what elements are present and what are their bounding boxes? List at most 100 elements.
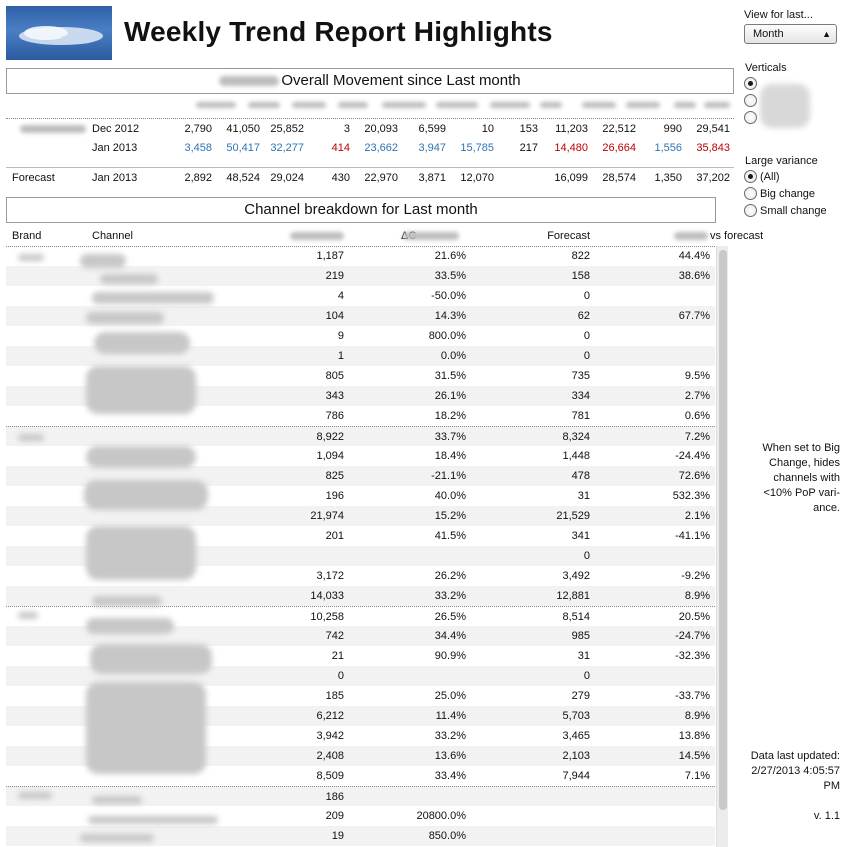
table-cell: 0 xyxy=(583,550,590,562)
variance-option-big[interactable]: Big change xyxy=(760,188,816,200)
table-cell: -33.7% xyxy=(675,690,710,702)
table-cell: 31 xyxy=(577,650,590,662)
table-cell: 0 xyxy=(583,290,590,302)
variance-radio-small[interactable] xyxy=(744,204,757,217)
table-row: 219 33.5% 158 38.6% xyxy=(6,266,715,286)
table-cell: 33.2% xyxy=(434,730,466,742)
overall-value: 3,947 xyxy=(418,142,446,154)
table-cell: 21.6% xyxy=(434,250,466,262)
table-cell: 11.4% xyxy=(435,710,466,722)
variance-option-small[interactable]: Small change xyxy=(760,205,827,217)
table-cell: 6,212 xyxy=(316,710,344,722)
breakdown-header: Brand Channel ΔC Forecast vs forecast xyxy=(6,226,763,246)
table-cell: 34.4% xyxy=(434,630,466,642)
overall-value: 2,892 xyxy=(184,172,212,184)
view-period-value: Month xyxy=(753,28,784,40)
table-cell: 4 xyxy=(337,290,344,302)
scrollbar-thumb[interactable] xyxy=(719,250,727,810)
verticals-radio-2[interactable] xyxy=(744,94,757,107)
overall-value: 48,524 xyxy=(226,172,260,184)
cloud-icon xyxy=(19,26,103,45)
table-cell: 67.7% xyxy=(678,310,710,322)
overall-value: 3,458 xyxy=(184,142,212,154)
overall-row-prev: Dec 2012 2,790 41,050 25,852 3 20,093 6,… xyxy=(6,118,734,138)
overall-row-forecast: Forecast Jan 2013 2,892 48,524 29,024 43… xyxy=(6,167,734,187)
table-cell: 33.5% xyxy=(434,270,466,282)
overall-value: 6,599 xyxy=(418,123,446,135)
table-cell: 26.5% xyxy=(434,611,466,623)
table-cell: 209 xyxy=(325,810,344,822)
table-cell: 10,258 xyxy=(310,611,344,623)
header-forecast[interactable]: Forecast xyxy=(547,230,590,242)
header-vs-forecast[interactable]: vs forecast xyxy=(616,226,763,246)
updown-arrow-icon: ▲ xyxy=(822,29,831,39)
table-row: 201 41.5% 341 -41.1% xyxy=(6,526,715,546)
table-cell: 0 xyxy=(583,670,590,682)
variance-radio-all[interactable] xyxy=(744,170,757,183)
table-cell: 25.0% xyxy=(434,690,466,702)
table-row: 21 90.9% 31 -32.3% xyxy=(6,646,715,666)
table-cell: 343 xyxy=(325,390,344,402)
variance-label: Large variance xyxy=(745,155,818,167)
table-cell: 1,187 xyxy=(316,250,344,262)
variance-note: When set to Big Change, hides channels w… xyxy=(762,442,840,514)
table-cell: 800.0% xyxy=(428,330,466,342)
overall-value: 32,277 xyxy=(270,142,304,154)
table-cell: 219 xyxy=(325,270,344,282)
overall-value: 22,970 xyxy=(364,172,398,184)
table-cell: 41.5% xyxy=(434,530,466,542)
table-cell: 21,529 xyxy=(556,510,590,522)
overall-value: 217 xyxy=(519,142,538,154)
table-cell: -24.4% xyxy=(675,450,710,462)
table-cell: 341 xyxy=(571,530,590,542)
table-cell: -50.0% xyxy=(431,290,466,302)
overall-value: 50,417 xyxy=(226,142,260,154)
overall-value: 3 xyxy=(343,123,350,135)
table-row: 19 850.0% xyxy=(6,826,715,846)
table-cell: 3,942 xyxy=(316,730,344,742)
table-cell: 0 xyxy=(583,350,590,362)
table-cell: 14.3% xyxy=(434,310,466,322)
table-cell: 8,324 xyxy=(562,431,590,443)
overall-value: 29,024 xyxy=(270,172,304,184)
verticals-radio-3[interactable] xyxy=(744,111,757,124)
table-cell: 9.5% xyxy=(684,370,710,382)
overall-value: 414 xyxy=(331,142,350,154)
table-cell: 478 xyxy=(571,470,590,482)
table-scrollbar[interactable] xyxy=(716,246,728,847)
table-row: 742 34.4% 985 -24.7% xyxy=(6,626,715,646)
table-cell: 40.0% xyxy=(434,490,466,502)
variance-radio-big[interactable] xyxy=(744,187,757,200)
header-brand[interactable]: Brand xyxy=(12,230,42,242)
table-cell: 12,881 xyxy=(556,590,590,602)
table-cell: 1 xyxy=(337,350,344,362)
overall-row-label-blurred xyxy=(20,125,86,133)
table-row: 8,922 33.7% 8,324 7.2% xyxy=(6,426,715,446)
variance-option-all[interactable]: (All) xyxy=(760,171,780,183)
table-cell: 18.4% xyxy=(434,450,466,462)
table-cell: 21 xyxy=(331,650,344,662)
table-row: 1,094 18.4% 1,448 -24.4% xyxy=(6,446,715,466)
table-cell: 8,922 xyxy=(316,431,344,443)
header-channel[interactable]: Channel xyxy=(92,230,133,242)
table-cell: 14,033 xyxy=(310,590,344,602)
overall-value: 11,203 xyxy=(555,123,588,135)
table-row: 1,187 21.6% 822 44.4% xyxy=(6,246,715,266)
verticals-radio-1[interactable] xyxy=(744,77,757,90)
table-cell: -9.2% xyxy=(681,570,710,582)
table-cell: 8.9% xyxy=(684,590,710,602)
table-cell: 0.6% xyxy=(684,410,710,422)
table-row: 9 800.0% 0 xyxy=(6,326,715,346)
overall-value: 29,541 xyxy=(696,123,730,135)
table-cell: 825 xyxy=(325,470,344,482)
table-row: 3,942 33.2% 3,465 13.8% xyxy=(6,726,715,746)
overall-value: 41,050 xyxy=(226,123,260,135)
overall-value: 990 xyxy=(663,123,682,135)
overall-value: 26,664 xyxy=(602,142,636,154)
last-updated-value: 2/27/2013 4:05:57 PM xyxy=(751,765,840,792)
table-cell: 33.2% xyxy=(434,590,466,602)
view-period-select[interactable]: Month ▲ xyxy=(744,24,837,44)
header-delta[interactable]: ΔC xyxy=(401,226,459,246)
table-cell: 18.2% xyxy=(434,410,466,422)
overall-value: 12,070 xyxy=(460,172,494,184)
